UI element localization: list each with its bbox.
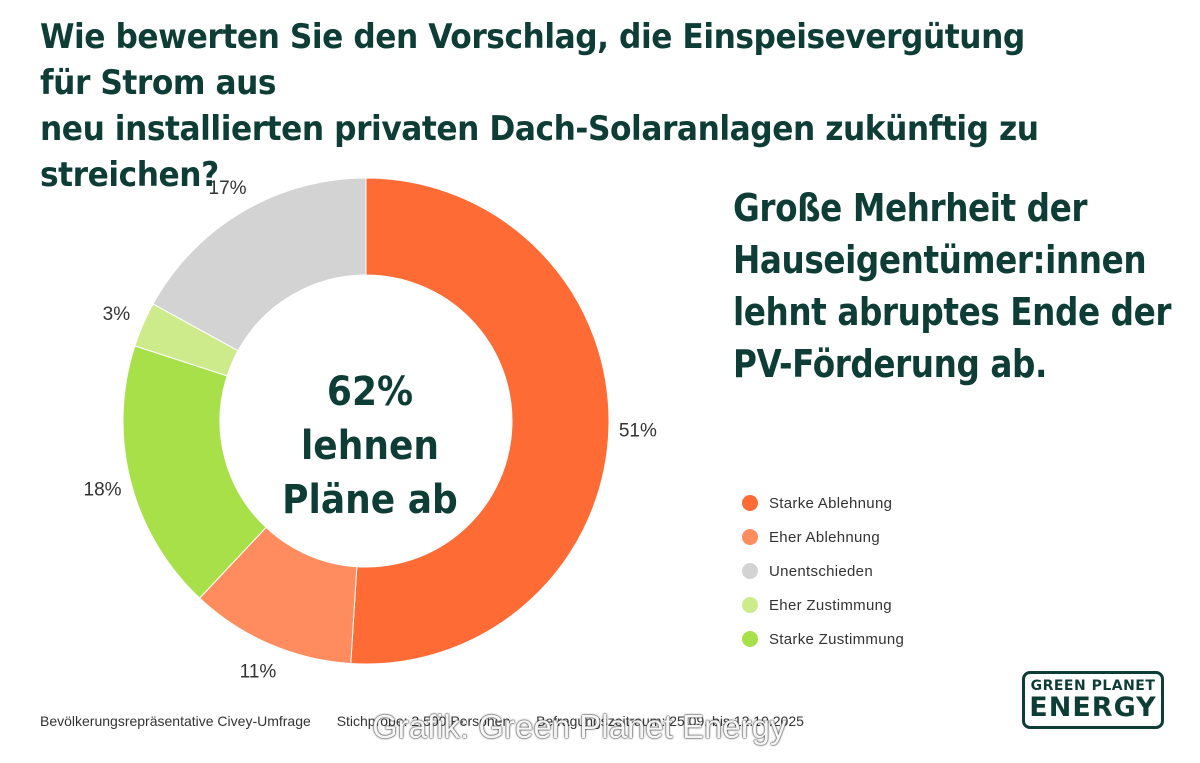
legend-item: Eher Ablehnung	[742, 520, 904, 554]
legend-swatch	[742, 495, 758, 511]
legend-label: Eher Zustimmung	[769, 596, 892, 614]
footer-period: Befragungszeitraum: 25.09. bis 12.10.202…	[536, 713, 804, 729]
donut-slice-unentschieden	[152, 177, 367, 352]
slice-value-label: 11%	[240, 662, 277, 683]
chart-title: Wie bewerten Sie den Vorschlag, die Eins…	[40, 14, 1070, 198]
donut-slice-starke-ablehnung	[350, 177, 610, 665]
legend-swatch	[742, 563, 758, 579]
headline-line-4: PV-Förderung ab.	[733, 342, 1047, 386]
legend-swatch	[742, 631, 758, 647]
legend-item: Unentschieden	[742, 554, 904, 588]
legend-label: Eher Ablehnung	[769, 528, 880, 546]
footer-sample: Stichprobe: 2.500 Personen	[336, 713, 511, 729]
legend-swatch	[742, 529, 758, 545]
footer-note: Bevölkerungsrepräsentative Civey-Umfrage…	[40, 713, 826, 729]
legend-label: Starke Zustimmung	[769, 630, 905, 648]
headline-line-2: Hauseigentümer:innen	[733, 238, 1147, 282]
legend: Starke Ablehnung Eher Ablehnung Unentschie…	[742, 486, 904, 656]
image-credit: Grafik: Green Planet Energy	[372, 708, 787, 745]
headline-line-3: lehnt abruptes Ende der	[733, 290, 1172, 334]
legend-label: Starke Ablehnung	[769, 494, 893, 512]
legend-item: Starke Ablehnung	[742, 486, 904, 520]
footer-survey: Bevölkerungsrepräsentative Civey-Umfrage	[40, 713, 311, 729]
title-line-1: Wie bewerten Sie den Vorschlag, die Eins…	[40, 17, 1025, 103]
center-line-1: 62% lehnen	[300, 369, 440, 469]
headline: Große Mehrheit der Hauseigentümer:innen …	[733, 182, 1172, 390]
legend-swatch	[742, 597, 758, 613]
slice-value-label: 3%	[103, 304, 131, 325]
legend-item: Starke Zustimmung	[742, 622, 904, 656]
donut-slice-starke-zustimmung	[122, 345, 267, 599]
slice-value-label: 18%	[84, 480, 122, 501]
logo-top-text: GREEN PLANET	[1030, 678, 1156, 694]
headline-line-1: Große Mehrheit der	[733, 186, 1088, 230]
green-planet-energy-logo: GREEN PLANET ENERGY	[1022, 671, 1164, 729]
donut-center-label: 62% lehnen Pläne ab	[253, 365, 487, 527]
center-line-2: Pläne ab	[282, 477, 458, 523]
title-line-2: neu installierten privaten Dach-Solaranl…	[40, 109, 1039, 195]
slice-value-label: 51%	[619, 421, 657, 442]
slice-value-label: 17%	[209, 178, 247, 199]
legend-label: Unentschieden	[769, 562, 873, 580]
legend-item: Eher Zustimmung	[742, 588, 904, 622]
logo-bottom-text: ENERGY	[1029, 692, 1157, 723]
